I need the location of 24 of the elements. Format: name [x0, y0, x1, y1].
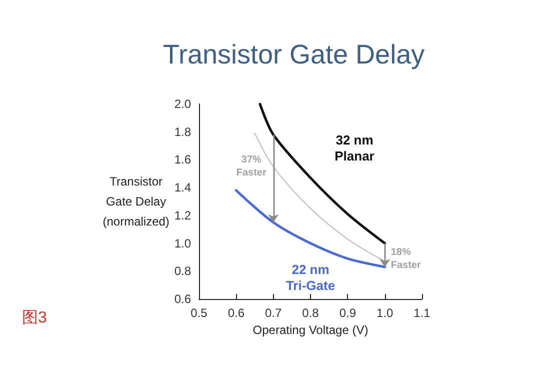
y-tick-label: 1.8	[174, 124, 192, 139]
x-tick-label: 0.6	[228, 306, 245, 320]
text: (normalized)	[102, 214, 170, 228]
text: 32 nm Planar	[334, 132, 374, 164]
y-tick-label: 2.0	[174, 97, 192, 111]
annotation: 18% Faster	[390, 247, 421, 272]
x-tick-label: 1.1	[414, 306, 431, 320]
y-tick-label: 0.8	[174, 264, 192, 278]
annotation: 37% Faster	[236, 154, 266, 179]
chart-title: Transistor Gate Delay	[163, 40, 425, 70]
x-tick-label: 1.0	[376, 306, 394, 320]
series-label: 22 nm Tri-Gate	[286, 262, 336, 293]
y-tick-label: 1.0	[174, 236, 192, 250]
x-tick-label: 0.7	[264, 306, 282, 320]
text: Transistor Gate Delay	[106, 174, 166, 208]
y-tick-label: 1.6	[174, 152, 192, 167]
y-tick-label: 1.2	[174, 208, 192, 222]
x-tick-label: 0.5	[190, 306, 208, 320]
y-tick-label: 0.6	[174, 292, 192, 306]
x-tick-label: 0.8	[302, 306, 320, 320]
x-tick-label: 0.9	[339, 306, 356, 320]
caption: 图3	[22, 310, 47, 326]
y-tick-label: 1.4	[174, 180, 192, 195]
x-axis-title: Operating Voltage (V)	[252, 322, 368, 337]
